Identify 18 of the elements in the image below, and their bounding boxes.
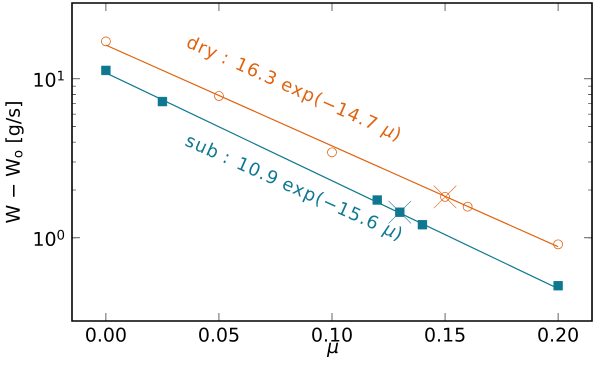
point (553, 281, 563, 290)
point (462, 202, 473, 212)
y-tick-label: 10$^{1}$ (34, 70, 64, 87)
y-axis-title: W − W$_{o}$ [g/s] (5, 102, 24, 223)
point (101, 36, 111, 46)
point (327, 147, 337, 158)
point (158, 96, 168, 106)
point (101, 66, 111, 76)
x-axis-title: μ (326, 342, 338, 357)
y-tick-label: 10$^{0}$ (34, 230, 64, 246)
x-tick-label: 0.15 (425, 328, 464, 342)
x-tick-label: 0.10 (312, 328, 352, 342)
point (418, 220, 428, 230)
point (214, 91, 224, 101)
x-tick-label: 0.20 (538, 328, 578, 342)
x-tick-label: 0.00 (86, 328, 126, 342)
x-tick-label: 0.05 (199, 328, 238, 342)
point (553, 239, 563, 250)
